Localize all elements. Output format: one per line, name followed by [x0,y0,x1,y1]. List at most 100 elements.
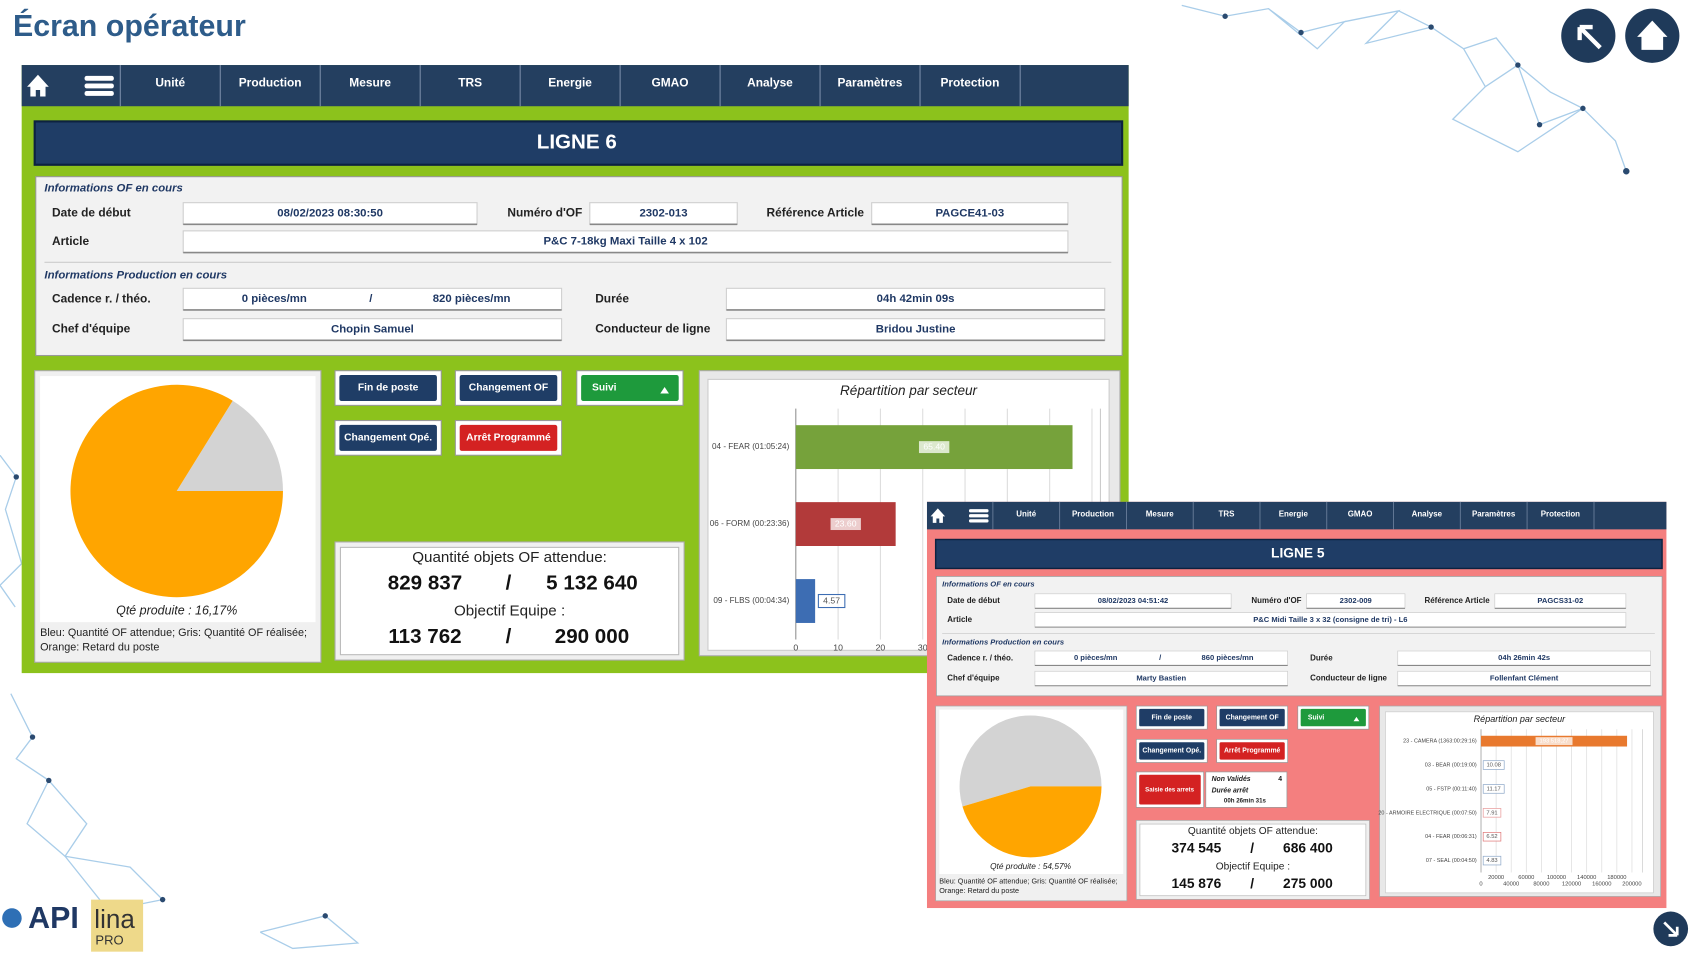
network-line [0,454,23,608]
quantity-label: Objectif Equipe : [1216,861,1290,872]
article-ref: PAGCS31-02 [1537,596,1583,605]
home-icon [27,74,49,97]
lina-logo: lina [94,904,135,934]
chart-title: Répartition par secteur [840,383,978,398]
cadence-real: 0 pièces/mn [1074,653,1118,662]
quantity-inner [1139,823,1367,897]
x-tick-label: 30 [918,642,928,652]
nav-tab[interactable]: Energie [1279,509,1309,518]
nav-tab[interactable]: Mesure [349,76,391,90]
api-logo: API [28,902,79,935]
nav-back-button[interactable] [1561,8,1616,63]
value-label-box [1482,855,1502,866]
nav-tab[interactable]: Production [239,76,302,90]
network-line [1181,4,1347,50]
menu-icon-bar [84,75,114,81]
button-label: Saisie des arrets [1145,787,1194,794]
network-dot [1428,24,1434,30]
field-label: Article [52,234,89,248]
nav-tab[interactable]: Analyse [1412,509,1443,518]
quantity-value: 5 132 640 [546,572,638,595]
x-tick-label: 160000 [1592,882,1611,888]
stops-duration: 00h 26min 31s [1224,798,1267,805]
pie-caption: Qté produite : 16,17% [116,604,237,618]
quantity-label: Quantité objets OF attendue: [412,549,607,566]
arrow-icon [1663,921,1679,937]
network-dot [159,896,166,903]
article: P&C 7-18kg Maxi Taille 4 x 102 [543,236,707,248]
legend-note: Bleu: Quantité OF attendue; Gris: Quanti… [939,877,1118,896]
nav-tab[interactable]: Analyse [747,76,793,90]
menu-icon-bar [84,91,114,96]
nav-tab[interactable]: GMAO [1348,509,1373,518]
field-label: Date de début [52,206,131,220]
quantity-value: 290 000 [555,625,629,648]
value-label-box [817,593,846,609]
nav-tab[interactable]: Unité [1016,509,1036,518]
value-label: 4.57 [823,595,840,605]
action-button[interactable]: Fin de poste [1135,705,1208,730]
quantity-value: 829 837 [388,572,462,595]
action-button[interactable]: Arrêt Programmé [454,420,563,456]
nav-tab[interactable]: TRS [1219,509,1235,518]
action-button[interactable]: Changement OF [454,370,563,406]
menu-icon-bar [968,519,989,523]
x-tick-label: 10 [833,642,843,652]
value-label: 4.83 [1486,858,1497,864]
quantity-separator: / [506,625,512,648]
section-heading: Informations OF en cours [942,579,1034,588]
nav-tab[interactable]: TRS [458,76,482,90]
x-tick-label: 180000 [1607,875,1626,881]
action-button[interactable]: Suivi [576,370,684,406]
nav-tab[interactable]: GMAO [651,76,688,90]
field-label: Cadence r. / théo. [947,653,1013,662]
button-label: Changement Opé. [1142,748,1201,755]
field-label: Article [947,615,972,624]
category-label: 23 - CAMERA (1363:00:29:16) [1403,739,1477,745]
next-button[interactable] [1653,911,1689,947]
button-label: Suivi [1308,714,1324,721]
value-label: 65.40 [923,441,945,451]
nav-tab[interactable]: Production [1072,509,1114,518]
quantity-value: 113 762 [388,625,461,648]
network-dots [13,13,1630,919]
nav-bar [21,65,1129,107]
nav-tab[interactable]: Mesure [1146,509,1174,518]
nav-tab[interactable]: Paramètres [838,76,903,90]
stops-count: 4 [1278,776,1282,783]
api-logo-mark [2,908,22,928]
field-label: Référence Article [1425,596,1491,605]
quantity-separator: / [1250,876,1254,891]
nav-tab[interactable]: Protection [1541,509,1580,518]
value-label: 7.91 [1486,810,1497,816]
action-button[interactable]: Fin de poste [334,370,442,406]
field-label: Conducteur de ligne [595,322,710,336]
section-heading: Informations Production en cours [44,269,227,281]
button-label: Changement OF [469,383,548,394]
action-button[interactable]: Suivi [1297,705,1370,730]
nav-tab[interactable]: Unité [155,76,185,90]
pie-legend-note: Bleu: Quantité OF attendue; Gris: Quanti… [40,628,307,654]
stops-button[interactable]: Saisie des arrets [1135,771,1204,808]
x-tick-label: 80000 [1533,882,1549,888]
action-button[interactable]: Changement Opé. [334,420,442,456]
quantity-value: 374 545 [1172,840,1222,855]
action-button[interactable]: Changement Opé. [1135,738,1208,763]
cadence-theoretical: 820 pièces/mn [433,293,511,305]
stops-label: Non Validés [1212,776,1251,783]
button-label: Changement OF [1226,714,1279,721]
nav-home-button[interactable] [1625,8,1680,63]
field-label: Numéro d'OF [507,206,582,220]
nav-tab[interactable]: Protection [940,76,999,90]
button-face [1219,742,1285,760]
nav-tab[interactable]: Paramètres [1472,509,1516,518]
field-label: Durée [1310,653,1333,662]
value-label: 6.52 [1486,834,1497,840]
action-button[interactable]: Changement OF [1216,705,1289,730]
field-label: Date de début [947,596,1000,605]
button-label: Fin de poste [358,383,419,394]
action-button[interactable]: Arrêt Programmé [1216,738,1289,763]
nav-tab[interactable]: Energie [548,76,592,90]
quantity-label: Quantité objets OF attendue: [1188,826,1318,837]
